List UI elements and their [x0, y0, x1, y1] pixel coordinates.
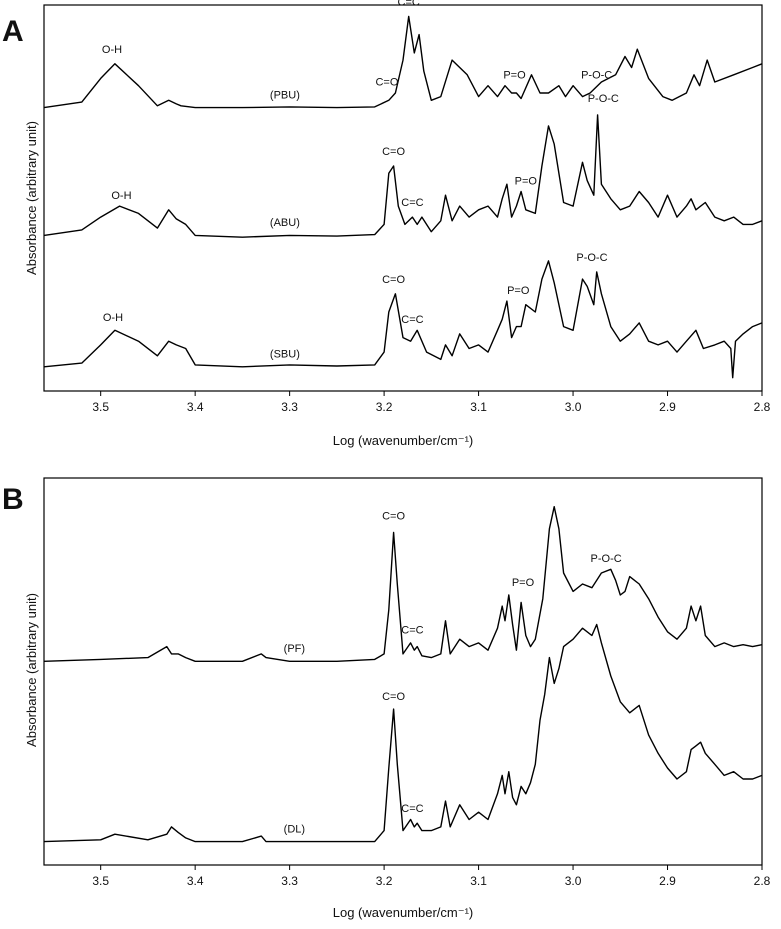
labels-a: (PBU) (ABU) (SBU) O-H C=C C=O P=O P-O-C O-H C=O C=… [102, 0, 619, 361]
trace-label: (DL) [284, 823, 305, 835]
x-tick-label: 3.1 [470, 874, 487, 888]
x-tick-label: 2.8 [754, 874, 771, 888]
x-tick-label: 2.9 [659, 400, 676, 414]
x-axis-label-a: Log (wavenumber/cm⁻¹) [333, 433, 474, 448]
peak-annotation: O-H [102, 44, 122, 56]
spectrum-trace-dl [43, 623, 763, 843]
peak-annotation: O-H [103, 312, 123, 324]
peak-annotation: C=O [375, 77, 398, 89]
trace-label: (SBU) [270, 349, 300, 361]
peak-annotation: P=O [515, 175, 538, 187]
spectrum-trace-sbu [43, 260, 763, 379]
spectrum-trace-pbu [43, 15, 763, 109]
peak-annotation: C=O [382, 274, 405, 286]
x-tick-label: 2.9 [659, 874, 676, 888]
x-tick-label: 3.1 [470, 400, 487, 414]
x-tick-label: 3.0 [565, 874, 582, 888]
panel-b: B 3.5 3.4 3.3 3.2 3.1 3.0 2.9 2.8 (PF) (DL) C=O C=… [2, 477, 771, 920]
x-tick-label: 3.3 [281, 874, 298, 888]
labels-b: (PF) (DL) C=O C=C P=O P-O-C C=O C=C [284, 511, 622, 836]
peak-annotation: C=C [401, 803, 423, 815]
peak-annotation: P=O [503, 69, 526, 81]
panel-a: A 3.5 3.4 3.3 3.2 3.1 3.0 2.9 2.8 (PBU) (ABU) (SB… [2, 0, 771, 448]
peak-annotation: C=O [382, 146, 405, 158]
y-axis-label-a: Absorbance (arbitrary unit) [24, 121, 39, 275]
peak-annotation: P-O-C [591, 553, 622, 565]
trace-label: (ABU) [270, 217, 300, 229]
x-tick-label: 3.2 [376, 874, 393, 888]
trace-label: (PF) [284, 643, 305, 655]
peak-annotation: C=C [401, 197, 423, 209]
x-tick-label: 3.4 [187, 874, 204, 888]
y-axis-label-b: Absorbance (arbitrary unit) [24, 593, 39, 747]
x-tick-label: 2.8 [754, 400, 771, 414]
x-axis-label-b: Log (wavenumber/cm⁻¹) [333, 905, 474, 920]
traces-b [43, 506, 763, 843]
x-tick-label: 3.3 [281, 400, 298, 414]
x-tick-label: 3.4 [187, 400, 204, 414]
traces-a [43, 15, 763, 379]
spectrum-trace-pf [43, 506, 763, 662]
peak-annotation: P-O-C [576, 252, 607, 264]
spectrum-trace-abu [43, 114, 763, 238]
x-tick-label: 3.5 [92, 400, 109, 414]
peak-annotation: P-O-C [581, 69, 612, 81]
peak-annotation: C=C [401, 625, 423, 637]
peak-annotation: C=O [382, 691, 405, 703]
peak-annotation: C=C [398, 0, 420, 8]
peak-annotation: O-H [111, 190, 131, 202]
x-ticks-b: 3.5 3.4 3.3 3.2 3.1 3.0 2.9 2.8 [92, 865, 771, 888]
panel-letter-b: B [2, 483, 24, 516]
x-ticks-a: 3.5 3.4 3.3 3.2 3.1 3.0 2.9 2.8 [92, 391, 771, 414]
x-tick-label: 3.0 [565, 400, 582, 414]
peak-annotation: P-O-C [588, 93, 619, 105]
peak-annotation: P=O [507, 285, 530, 297]
peak-annotation: C=C [401, 314, 423, 326]
peak-annotation: C=O [382, 511, 405, 523]
plot-frame-a [43, 4, 763, 392]
peak-annotation: P=O [512, 577, 535, 589]
panel-letter-a: A [2, 15, 24, 48]
x-tick-label: 3.5 [92, 874, 109, 888]
x-tick-label: 3.2 [376, 400, 393, 414]
trace-label: (PBU) [270, 89, 300, 101]
plot-frame-b [43, 477, 763, 866]
